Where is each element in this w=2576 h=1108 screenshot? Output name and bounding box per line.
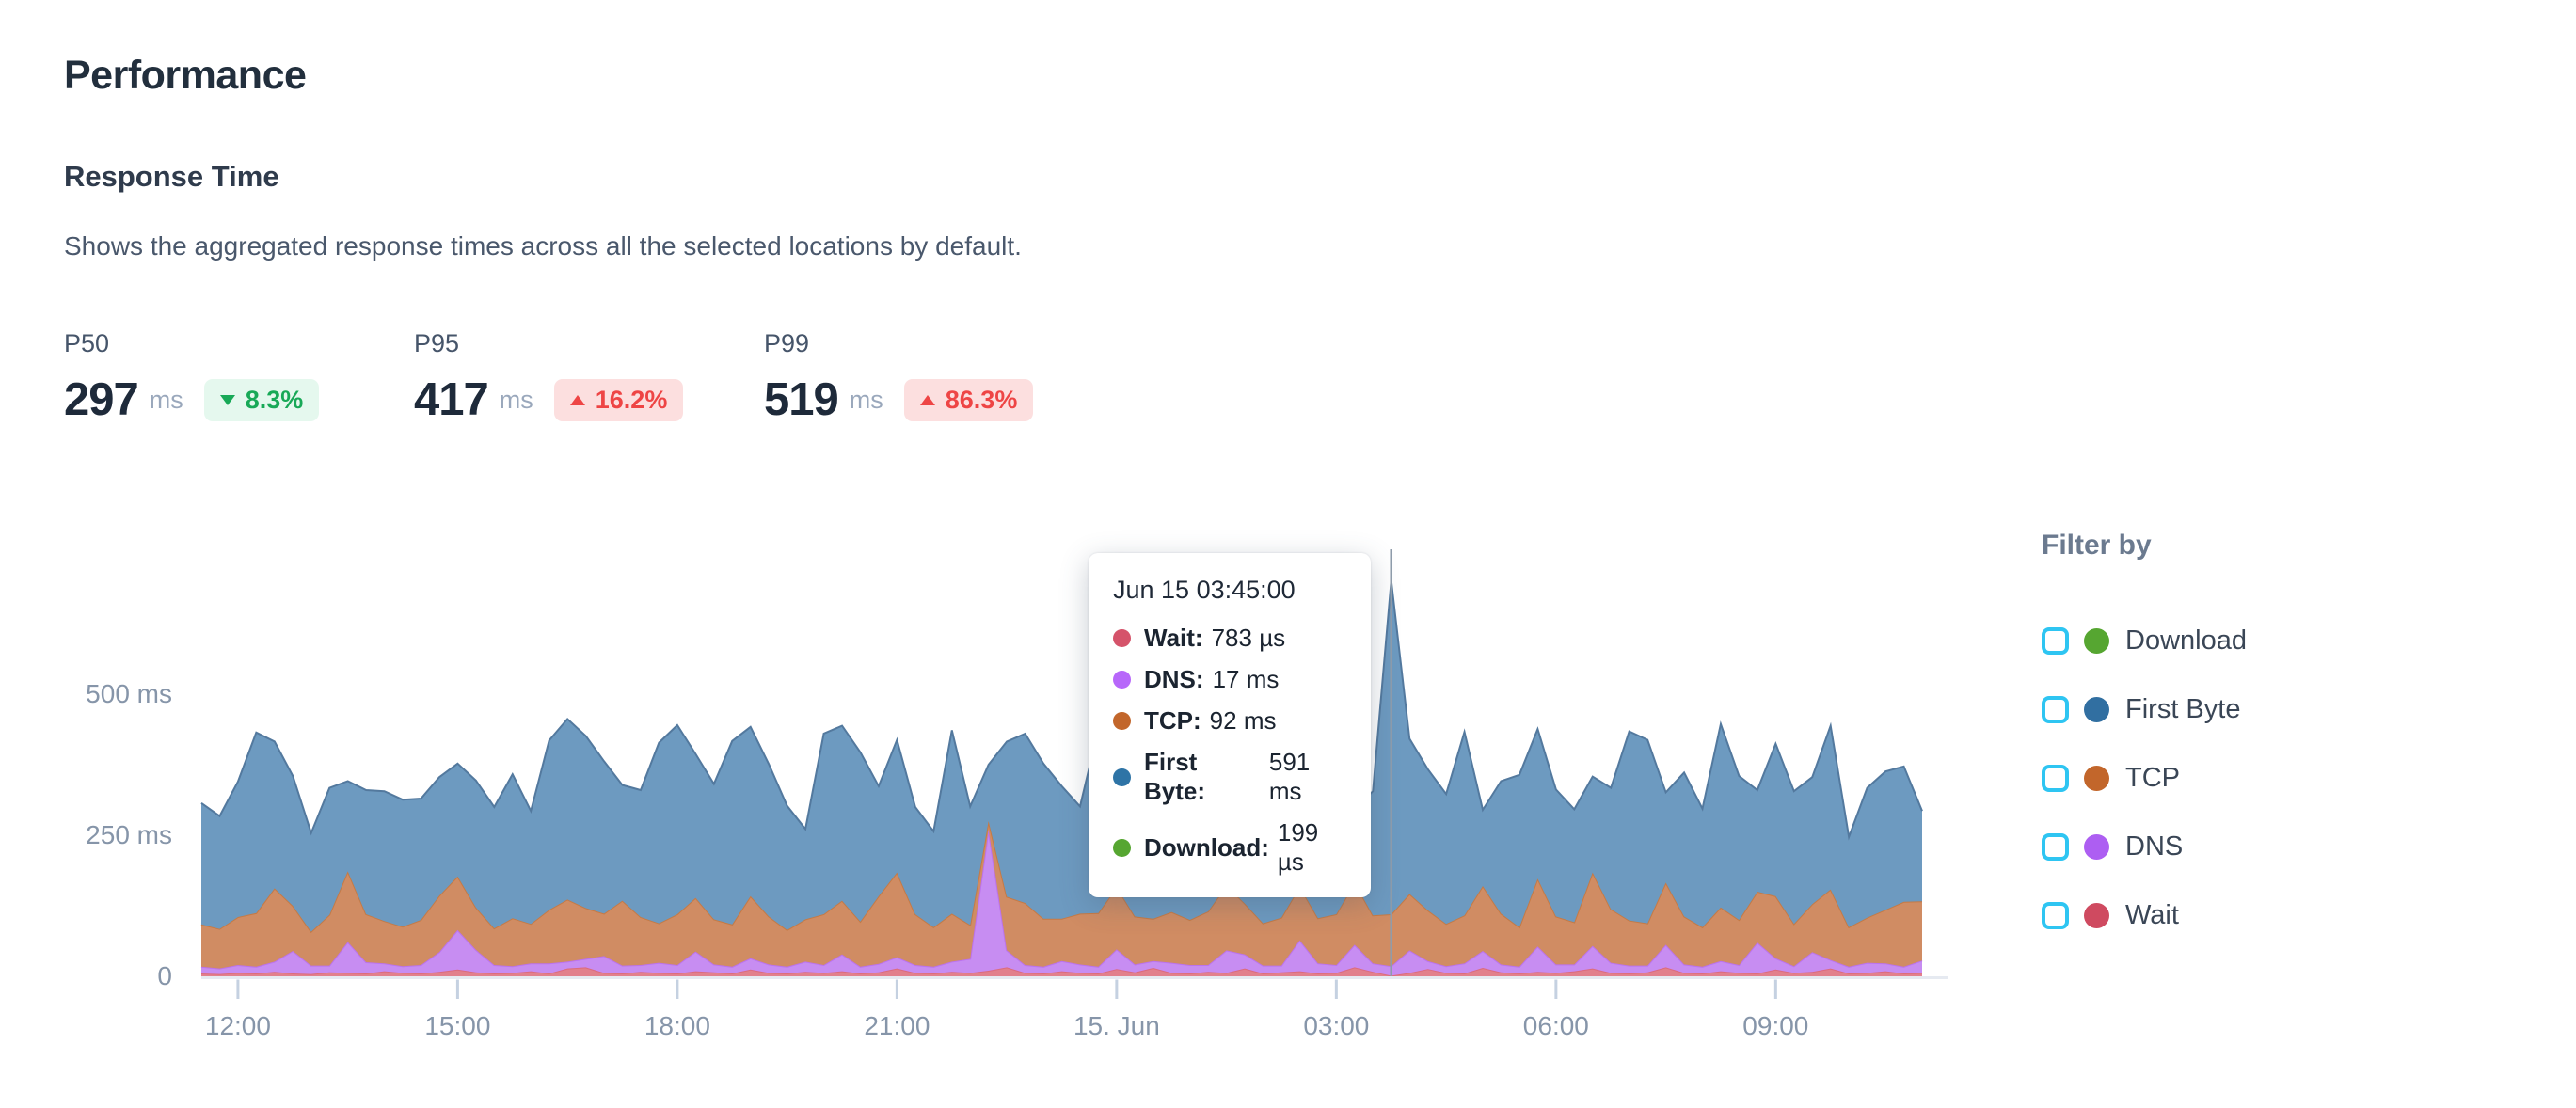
trend-down-icon bbox=[219, 394, 235, 405]
x-tick-label: 21:00 bbox=[864, 1011, 930, 1040]
filter-item-label: Wait bbox=[2125, 899, 2179, 930]
x-tick-label: 03:00 bbox=[1303, 1011, 1369, 1040]
filter-item-label: First Byte bbox=[2125, 693, 2241, 724]
area-dns bbox=[201, 830, 1922, 976]
download-legend-dot-icon bbox=[2084, 627, 2109, 654]
page-title: Performance bbox=[64, 53, 307, 98]
metric-unit: ms bbox=[499, 385, 533, 414]
download-series-dot-icon bbox=[1113, 838, 1131, 857]
filter-item-label: TCP bbox=[2125, 762, 2180, 793]
trend-badge: 86.3% bbox=[903, 378, 1034, 421]
metric-value: 297 bbox=[64, 374, 139, 425]
metric-unit: ms bbox=[849, 385, 883, 414]
tooltip-row-value: 591 ms bbox=[1268, 748, 1311, 805]
tooltip-row-value: 92 ms bbox=[1209, 706, 1277, 735]
filter-item-wait[interactable]: Wait bbox=[2042, 894, 2550, 937]
area-first-byte bbox=[201, 580, 1922, 932]
filter-panel: Filter by Download First Byte TCP DNS Wa… bbox=[2042, 527, 2550, 962]
area-tcp bbox=[201, 821, 1922, 969]
x-tick-label: 15:00 bbox=[424, 1011, 490, 1040]
metric-p50: P50 297 ms 8.3% bbox=[64, 329, 414, 426]
metric-p95: P95 417 ms 16.2% bbox=[414, 329, 764, 426]
filter-item-tcp[interactable]: TCP bbox=[2042, 756, 2550, 799]
metric-unit: ms bbox=[149, 385, 183, 414]
trend-up-icon bbox=[569, 394, 585, 405]
trend-badge: 8.3% bbox=[203, 378, 320, 421]
percentile-metrics: P50 297 ms 8.3% P95 417 ms 16.2% bbox=[64, 329, 1114, 426]
tcp-series-dot-icon bbox=[1113, 712, 1131, 730]
trend-delta: 8.3% bbox=[245, 385, 304, 414]
edge-first-byte bbox=[200, 580, 1923, 841]
tooltip-row-label: First Byte bbox=[1144, 748, 1261, 806]
tooltip-row-label: Wait bbox=[1144, 624, 1203, 653]
wait-legend-dot-icon bbox=[2084, 902, 2109, 928]
tooltip-row-dns: DNS 17 ms bbox=[1113, 665, 1346, 694]
metric-value: 417 bbox=[414, 374, 489, 425]
filter-title: Filter by bbox=[2042, 530, 2152, 561]
tooltip-row-download: Download 199 µs bbox=[1113, 818, 1346, 877]
x-tick-label: 09:00 bbox=[1742, 1011, 1808, 1040]
dns-series-dot-icon bbox=[1113, 671, 1131, 689]
metric-label: P95 bbox=[414, 329, 460, 357]
trend-delta: 86.3% bbox=[945, 385, 1018, 414]
x-tick-label: 18:00 bbox=[644, 1011, 710, 1040]
section-title: Response Time bbox=[64, 160, 279, 193]
tooltip-row-value: 199 µs bbox=[1277, 818, 1319, 876]
tooltip-row-tcp: TCP 92 ms bbox=[1113, 706, 1346, 736]
first-byte-legend-dot-icon bbox=[2084, 696, 2109, 722]
chart-tooltip: Jun 15 03:45:00 Wait 783 µs DNS 17 ms TC… bbox=[1089, 553, 1371, 897]
download-checkbox[interactable] bbox=[2042, 626, 2069, 655]
x-tick-label: 06:00 bbox=[1523, 1011, 1589, 1040]
x-tick-label: 12:00 bbox=[205, 1011, 271, 1040]
tooltip-row-label: Download bbox=[1144, 833, 1269, 863]
y-tick-label: 0 bbox=[157, 961, 172, 990]
tooltip-row-label: TCP bbox=[1144, 706, 1201, 736]
tooltip-row-value: 783 µs bbox=[1211, 624, 1286, 652]
metric-p99: P99 519 ms 86.3% bbox=[764, 329, 1114, 426]
filter-item-label: Download bbox=[2125, 625, 2247, 656]
wait-series-dot-icon bbox=[1113, 629, 1131, 647]
x-tick-label: 15. Jun bbox=[1073, 1011, 1160, 1040]
y-tick-label: 500 ms bbox=[86, 679, 172, 708]
tcp-legend-dot-icon bbox=[2084, 765, 2109, 791]
metric-label: P99 bbox=[764, 329, 810, 357]
tooltip-row-first-byte: First Byte 591 ms bbox=[1113, 748, 1346, 806]
tooltip-row-wait: Wait 783 µs bbox=[1113, 624, 1346, 653]
trend-badge: 16.2% bbox=[553, 378, 684, 421]
first-byte-series-dot-icon bbox=[1113, 768, 1131, 786]
trend-up-icon bbox=[919, 394, 935, 405]
dns-checkbox[interactable] bbox=[2042, 832, 2069, 861]
section-description: Shows the aggregated response times acro… bbox=[64, 231, 1022, 261]
tcp-checkbox[interactable] bbox=[2042, 764, 2069, 792]
filter-item-dns[interactable]: DNS bbox=[2042, 825, 2550, 868]
metric-value: 519 bbox=[764, 374, 839, 425]
tooltip-timestamp: Jun 15 03:45:00 bbox=[1113, 576, 1296, 604]
tooltip-row-value: 17 ms bbox=[1212, 665, 1280, 693]
filter-item-label: DNS bbox=[2125, 831, 2184, 862]
filter-item-download[interactable]: Download bbox=[2042, 619, 2550, 662]
wait-checkbox[interactable] bbox=[2042, 901, 2069, 929]
trend-delta: 16.2% bbox=[595, 385, 668, 414]
tooltip-row-label: DNS bbox=[1144, 665, 1204, 694]
first-byte-checkbox[interactable] bbox=[2042, 695, 2069, 723]
y-tick-label: 250 ms bbox=[86, 820, 172, 849]
dns-legend-dot-icon bbox=[2084, 833, 2109, 860]
metric-label: P50 bbox=[64, 329, 110, 357]
filter-item-first-byte[interactable]: First Byte bbox=[2042, 688, 2550, 731]
